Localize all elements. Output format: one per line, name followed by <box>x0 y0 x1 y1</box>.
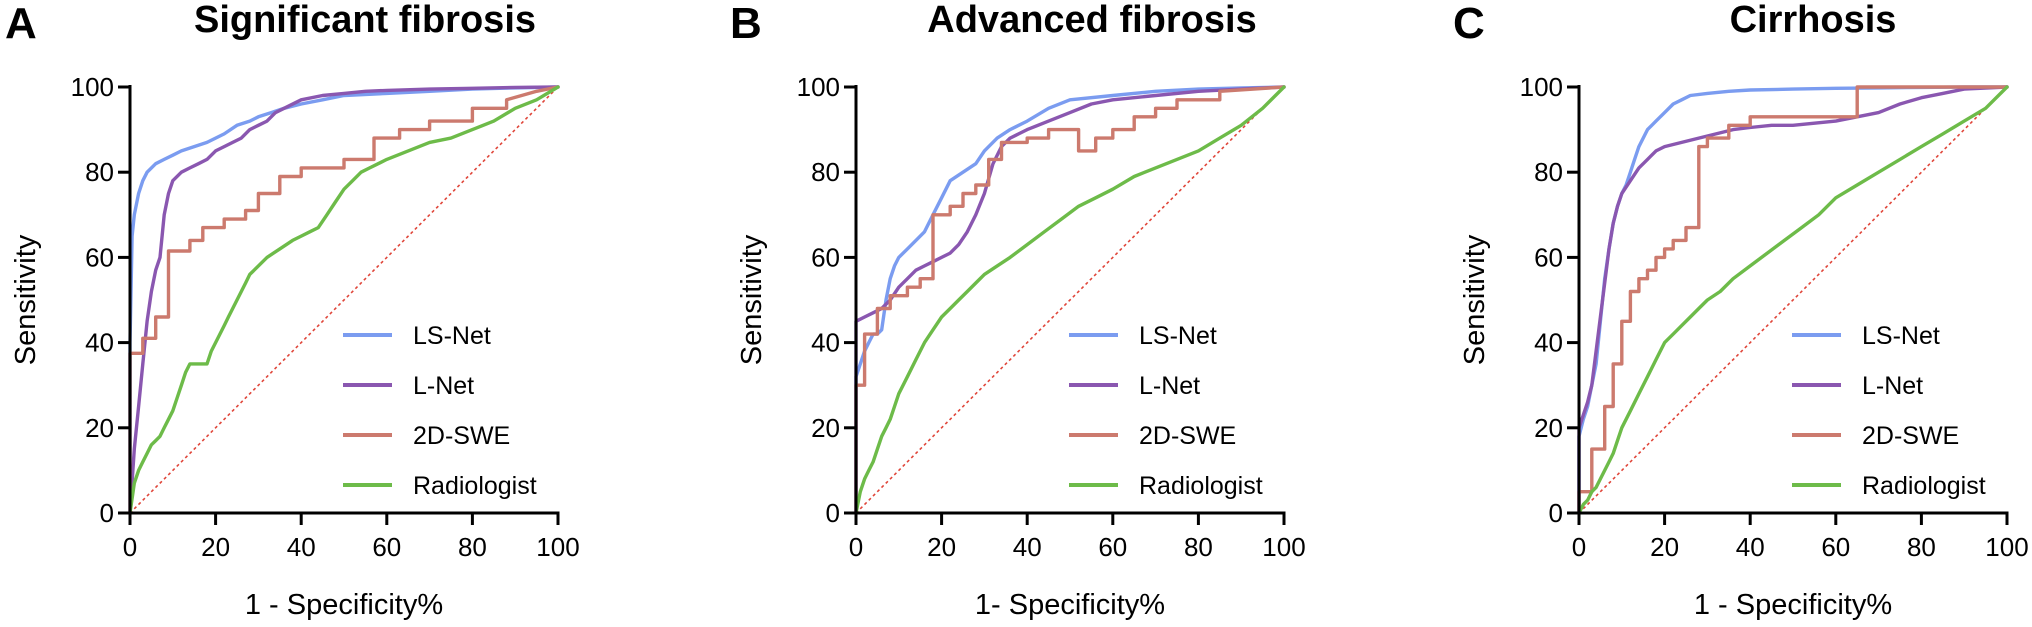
reference-diagonal-line <box>129 86 559 514</box>
series-line-2d-swe <box>1577 85 2009 515</box>
x-axis-label: 1 - Specificity% <box>1694 589 1892 621</box>
legend-label-radiologist: Radiologist <box>1862 472 1986 500</box>
legend-label-ls-net: LS-Net <box>413 322 491 350</box>
y-axis-label: Sensitivity <box>10 234 42 365</box>
x-tick-label: 0 <box>849 532 863 562</box>
panel-letter: A <box>5 0 37 48</box>
legend-label-ls-net: LS-Net <box>1862 322 1940 350</box>
y-tick-label: 40 <box>811 328 840 358</box>
legend-label-2d-swe: 2D-SWE <box>413 422 510 450</box>
y-tick-label: 0 <box>826 498 840 528</box>
y-axis-label: Sensitivity <box>736 234 768 365</box>
x-axis-label: 1- Specificity% <box>975 589 1165 621</box>
y-tick-label: 60 <box>811 242 840 272</box>
y-tick-label: 0 <box>100 498 114 528</box>
y-tick-label: 80 <box>1534 157 1563 187</box>
series-line-radiologist <box>128 85 560 515</box>
legend-label-ls-net: LS-Net <box>1139 322 1217 350</box>
y-tick-label: 60 <box>1534 242 1563 272</box>
x-tick-label: 20 <box>1650 532 1679 562</box>
chart-panel-c: C Cirrhosis 0 20 40 60 80 100 0 20 40 60 80 100 1 - Sp… <box>1453 0 2029 621</box>
x-tick-label: 60 <box>1821 532 1850 562</box>
panel-letter: B <box>730 0 762 48</box>
series-line-2d-swe <box>128 85 560 515</box>
y-tick-label: 20 <box>1534 413 1563 443</box>
legend-label-2d-swe: 2D-SWE <box>1139 422 1236 450</box>
x-tick-label: 100 <box>1985 532 2028 562</box>
x-tick-label: 80 <box>1907 532 1936 562</box>
series-line-l-net <box>1577 85 2009 515</box>
y-tick-label: 100 <box>1520 72 1563 102</box>
chart-title: Cirrhosis <box>1730 0 1897 41</box>
y-tick-label: 80 <box>85 157 114 187</box>
x-tick-label: 40 <box>1013 532 1042 562</box>
y-tick-label: 20 <box>85 413 114 443</box>
legend-label-radiologist: Radiologist <box>1139 472 1263 500</box>
legend-label-2d-swe: 2D-SWE <box>1862 422 1959 450</box>
chart-title: Significant fibrosis <box>194 0 536 41</box>
x-tick-label: 100 <box>536 532 579 562</box>
reference-diagonal-line <box>855 86 1285 514</box>
y-tick-label: 100 <box>71 72 114 102</box>
y-tick-label: 80 <box>811 157 840 187</box>
x-tick-label: 80 <box>1184 532 1213 562</box>
chart-panel-a: A Significant fibrosis 0 20 40 60 80 100 0 20 40 60… <box>5 0 580 621</box>
x-tick-label: 60 <box>1098 532 1127 562</box>
series-line-l-net <box>128 85 560 515</box>
x-tick-label: 0 <box>123 532 137 562</box>
series-line-radiologist <box>1577 85 2009 515</box>
y-tick-label: 60 <box>85 242 114 272</box>
y-axis-label: Sensitivity <box>1459 234 1491 365</box>
legend-label-l-net: L-Net <box>413 372 474 400</box>
legend-label-l-net: L-Net <box>1862 372 1923 400</box>
x-tick-label: 20 <box>201 532 230 562</box>
chart-title: Advanced fibrosis <box>927 0 1256 41</box>
chart-panel-b: B Advanced fibrosis 0 20 40 60 80 100 0 20 40 60 80 1… <box>730 0 1306 621</box>
x-tick-label: 40 <box>287 532 316 562</box>
series-line-2d-swe <box>854 85 1286 515</box>
y-tick-label: 0 <box>1549 498 1563 528</box>
legend-label-l-net: L-Net <box>1139 372 1200 400</box>
x-tick-label: 100 <box>1262 532 1305 562</box>
legend-label-radiologist: Radiologist <box>413 472 537 500</box>
series-line-ls-net <box>128 85 560 515</box>
x-tick-label: 60 <box>372 532 401 562</box>
x-tick-label: 20 <box>927 532 956 562</box>
y-tick-label: 40 <box>85 328 114 358</box>
x-tick-label: 80 <box>458 532 487 562</box>
x-tick-label: 0 <box>1572 532 1586 562</box>
x-tick-label: 40 <box>1736 532 1765 562</box>
reference-diagonal-line <box>1578 86 2008 514</box>
panel-letter: C <box>1453 0 1485 48</box>
x-axis-label: 1 - Specificity% <box>245 589 443 621</box>
y-tick-label: 40 <box>1534 328 1563 358</box>
series-line-radiologist <box>854 85 1286 515</box>
y-tick-label: 100 <box>797 72 840 102</box>
y-tick-label: 20 <box>811 413 840 443</box>
